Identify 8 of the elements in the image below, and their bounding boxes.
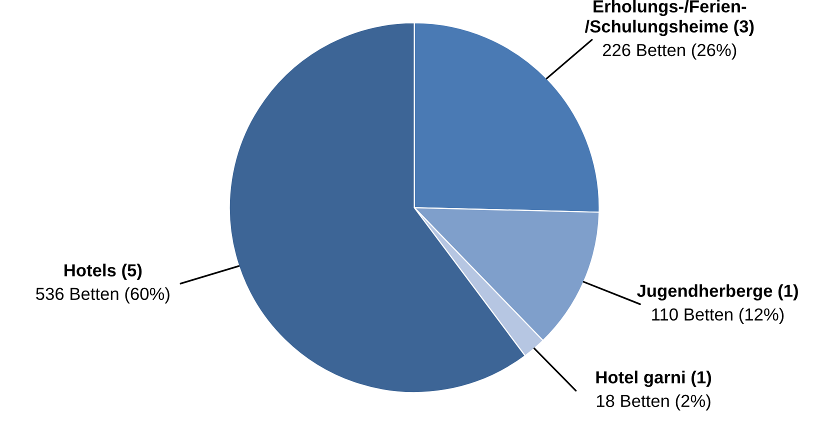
data-label: 18 Betten (2%) xyxy=(596,394,710,411)
data-label: 226 Betten (26%) xyxy=(602,43,736,60)
data-label: 536 Betten (60%) xyxy=(36,287,170,304)
slice-label: Erholungs-/Ferien- /Schulungsheime (3) xyxy=(584,0,754,36)
slice-label: Hotels (5) xyxy=(64,264,142,280)
slice-label: Jugendherberge (1) xyxy=(636,284,798,300)
slice-label: Hotel garni (1) xyxy=(596,370,712,387)
data-label: 110 Betten (12%) xyxy=(652,308,784,324)
